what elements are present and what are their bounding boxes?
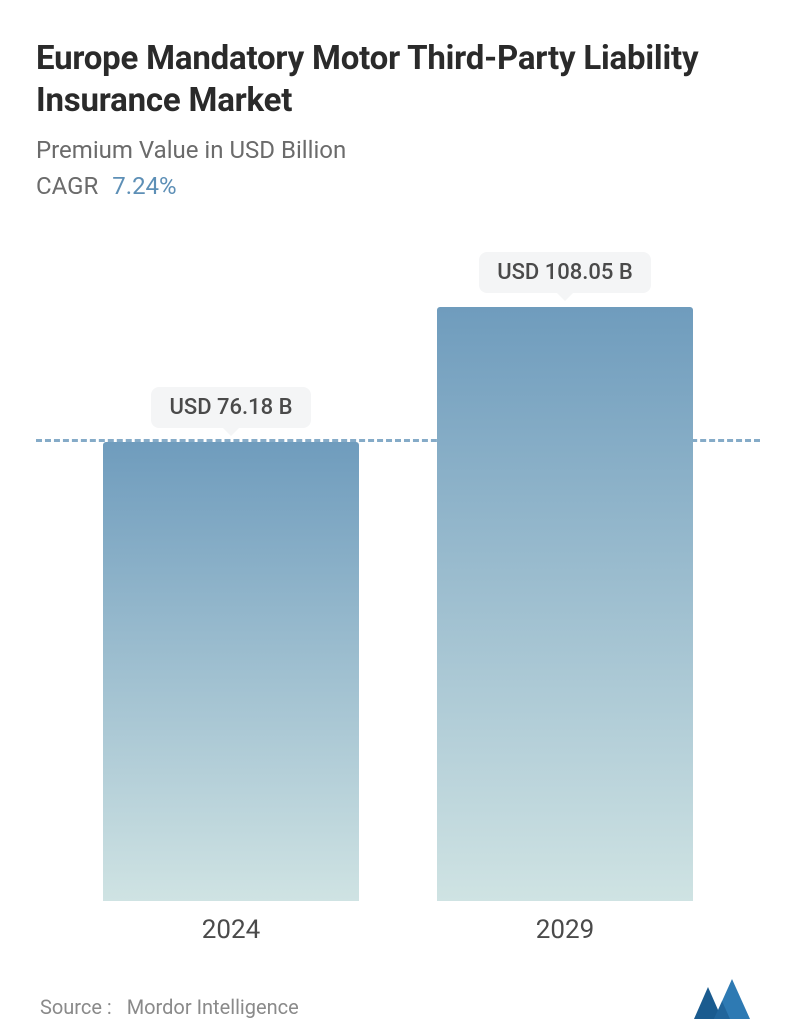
value-badge-2029: USD 108.05 B bbox=[479, 252, 651, 293]
x-axis-label-2024: 2024 bbox=[103, 915, 359, 945]
cagr-label: CAGR bbox=[36, 172, 98, 200]
bar-2029 bbox=[437, 307, 693, 901]
chart-title: Europe Mandatory Motor Third-Party Liabi… bbox=[36, 38, 760, 122]
chart-footer: Source : Mordor Intelligence bbox=[36, 979, 760, 1019]
cagr-value: 7.24% bbox=[112, 172, 176, 200]
source-label: Source : bbox=[40, 995, 112, 1019]
mordor-logo-icon bbox=[694, 979, 756, 1019]
bar-group-2029: USD 108.05 B bbox=[437, 252, 693, 901]
bar-group-2024: USD 76.18 B bbox=[103, 387, 359, 901]
x-axis-label-2029: 2029 bbox=[437, 915, 693, 945]
cagr-row: CAGR 7.24% bbox=[36, 172, 760, 200]
bar-2024 bbox=[103, 442, 359, 901]
chart-subtitle: Premium Value in USD Billion bbox=[36, 136, 760, 164]
source-name: Mordor Intelligence bbox=[127, 995, 299, 1019]
source-attribution: Source : Mordor Intelligence bbox=[40, 995, 299, 1019]
chart-container: Europe Mandatory Motor Third-Party Liabi… bbox=[0, 0, 796, 1034]
x-axis-labels: 2024 2029 bbox=[36, 901, 760, 945]
value-badge-2024: USD 76.18 B bbox=[151, 387, 310, 428]
chart-plot-area: USD 76.18 B USD 108.05 B bbox=[36, 252, 760, 901]
